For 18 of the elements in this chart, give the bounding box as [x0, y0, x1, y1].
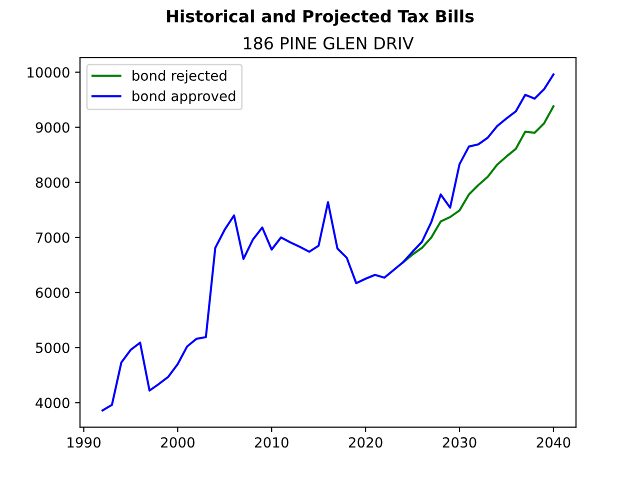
line-series — [402, 105, 554, 264]
y-tick-label: 7000 — [36, 232, 70, 243]
x-tick-label: 2030 — [442, 437, 476, 448]
y-tick-label: 8000 — [36, 177, 70, 188]
x-tick-label: 2020 — [348, 437, 382, 448]
x-tick-label: 2010 — [254, 437, 288, 448]
chart-subtitle: 186 PINE GLEN DRIV — [244, 36, 414, 50]
chart-title: Historical and Projected Tax Bills — [167, 10, 474, 26]
x-tick-label: 2000 — [161, 437, 194, 448]
y-tick-label: 10000 — [28, 67, 70, 78]
legend-label: bond rejected — [132, 70, 226, 84]
y-tick-label: 6000 — [36, 287, 70, 298]
x-tick-label: 1990 — [68, 437, 101, 448]
y-tick-label: 5000 — [36, 342, 70, 354]
y-tick-label: 9000 — [36, 122, 70, 133]
x-tick-label: 2040 — [536, 437, 570, 448]
y-tick-label: 4000 — [36, 398, 70, 408]
legend-label: bond approved — [132, 90, 236, 104]
